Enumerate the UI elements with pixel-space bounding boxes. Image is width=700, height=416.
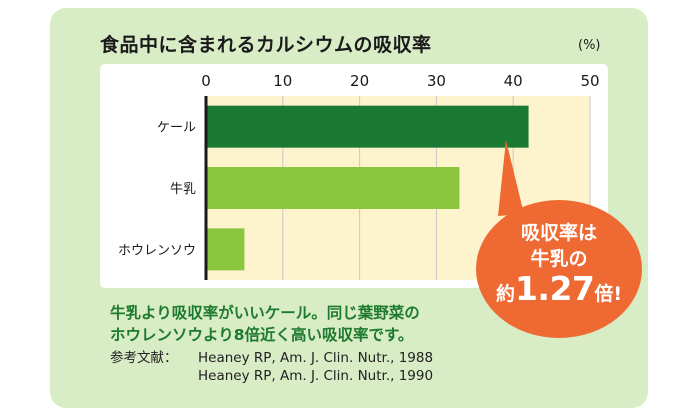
category-label: ホウレンソウ bbox=[118, 243, 196, 258]
bar bbox=[206, 105, 529, 148]
chart-title: 食品中に含まれるカルシウムの吸収率 bbox=[100, 34, 432, 56]
caption-line1: 牛乳より吸収率がいいケール。同じ葉野菜の bbox=[110, 304, 420, 322]
reference-item: Heaney RP, Am. J. Clin. Nutr., 1988 bbox=[198, 350, 434, 366]
references: 参考文献： Heaney RP, Am. J. Clin. Nutr., 1988… bbox=[110, 349, 433, 385]
callout-prefix: 約 bbox=[495, 283, 515, 305]
bar bbox=[206, 167, 460, 209]
caption: 牛乳より吸収率がいいケール。同じ葉野菜の ホウレンソウより8倍近く高い吸収率です… bbox=[110, 302, 420, 346]
x-tick-label: 20 bbox=[350, 72, 369, 90]
reference-item: Heaney RP, Am. J. Clin. Nutr., 1990 bbox=[198, 368, 434, 384]
callout-bubble: 吸収率は 牛乳の 約1.27倍! bbox=[476, 140, 642, 338]
callout-number: 1.27 bbox=[514, 269, 595, 308]
callout-line1: 吸収率は bbox=[520, 222, 597, 244]
callout-line2: 牛乳の bbox=[530, 248, 588, 270]
x-tick-label: 0 bbox=[201, 72, 211, 90]
category-label: 牛乳 bbox=[170, 182, 196, 197]
x-tick-label: 40 bbox=[504, 72, 523, 90]
category-label: ケール bbox=[157, 121, 196, 136]
callout-pointer bbox=[498, 140, 524, 216]
bar bbox=[206, 228, 245, 271]
x-tick-label: 30 bbox=[427, 72, 446, 90]
callout-line3: 約1.27倍! bbox=[476, 272, 642, 309]
x-tick-label: 10 bbox=[273, 72, 292, 90]
unit-label: (%) bbox=[578, 38, 601, 53]
callout-suffix: 倍! bbox=[594, 283, 623, 305]
x-tick-label: 50 bbox=[580, 72, 599, 90]
references-label: 参考文献： bbox=[110, 350, 178, 366]
caption-line2: ホウレンソウより8倍近く高い吸収率です。 bbox=[110, 326, 414, 344]
